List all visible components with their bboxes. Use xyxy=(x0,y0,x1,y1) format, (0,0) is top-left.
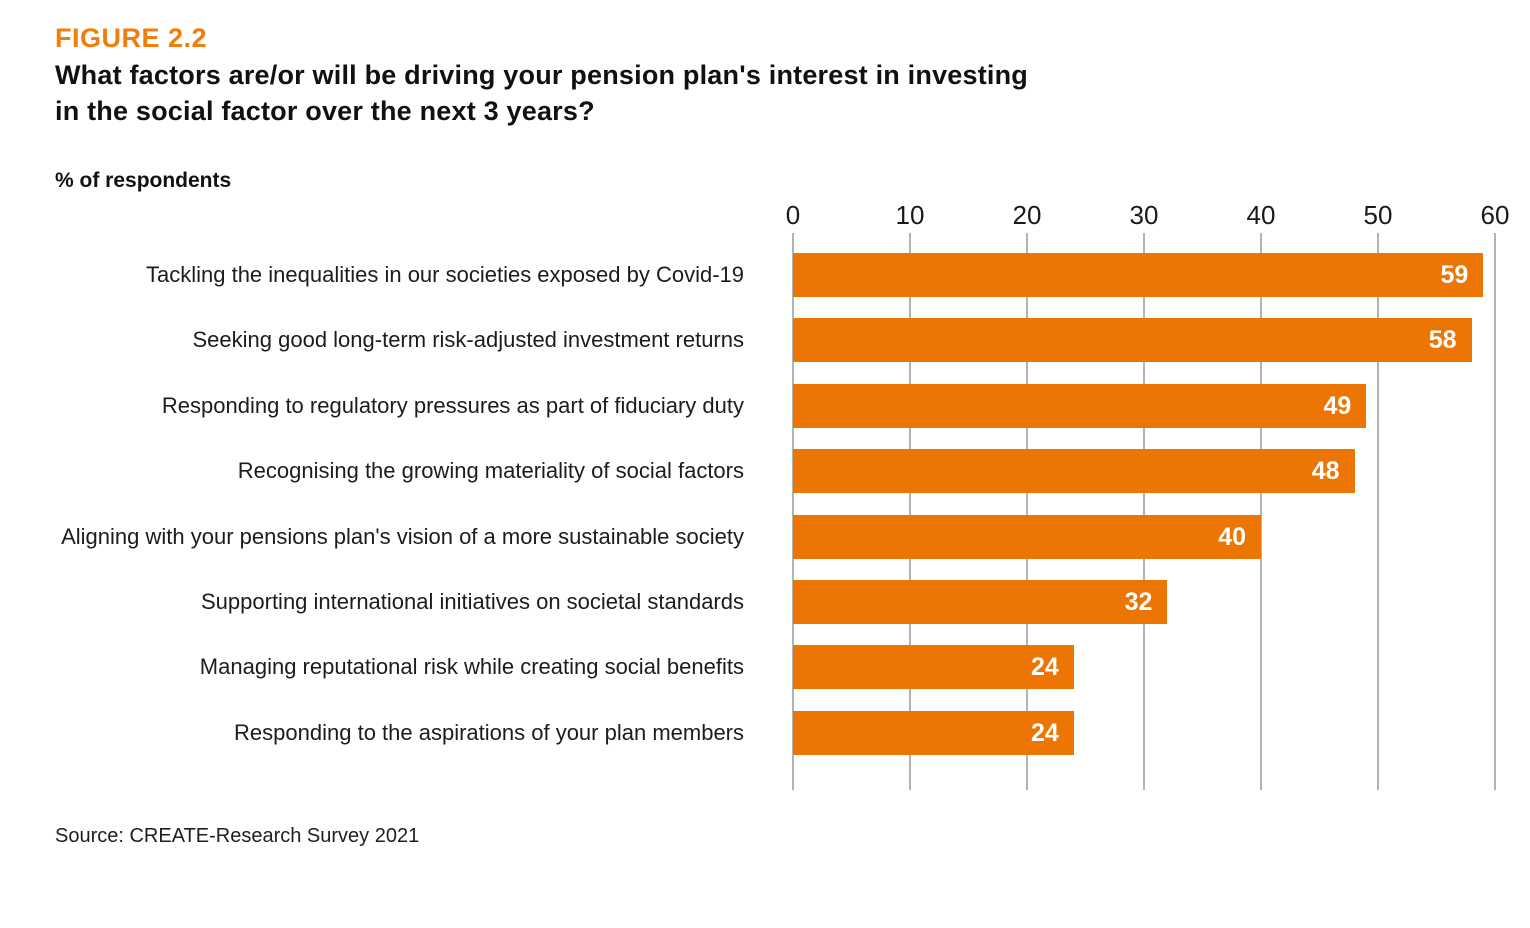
gridline xyxy=(1143,233,1145,790)
x-tick-label: 20 xyxy=(1012,200,1042,230)
bar: 24 xyxy=(793,711,1074,755)
category-label: Tackling the inequalities in our societi… xyxy=(145,262,744,287)
gridline xyxy=(792,233,794,790)
gridline xyxy=(1026,233,1028,790)
bar: 48 xyxy=(793,449,1355,493)
category-label: Recognising the growing materiality of s… xyxy=(237,458,744,483)
category-label: Managing reputational risk while creatin… xyxy=(199,654,744,679)
bar: 59 xyxy=(793,253,1484,297)
x-tick-label: 60 xyxy=(1480,200,1510,230)
bar: 40 xyxy=(793,515,1261,559)
category-label: Responding to the aspirations of your pl… xyxy=(234,720,744,745)
category-label: Seeking good long-term risk-adjusted inv… xyxy=(192,327,745,352)
figure-title-line-1: What factors are/or will be driving your… xyxy=(55,60,1028,90)
category-label: Aligning with your pensions plan's visio… xyxy=(61,524,744,549)
gridline xyxy=(909,233,911,790)
bar-value-label: 49 xyxy=(1323,392,1352,420)
bar-value-label: 24 xyxy=(1030,653,1059,681)
bar: 49 xyxy=(793,384,1367,428)
x-tick-label: 40 xyxy=(1246,200,1276,230)
gridline xyxy=(1260,233,1262,790)
bar-value-label: 32 xyxy=(1124,588,1153,616)
x-tick-label: 50 xyxy=(1363,200,1393,230)
bar-value-label: 24 xyxy=(1030,719,1059,747)
x-tick-label: 0 xyxy=(785,200,801,230)
bar-value-label: 58 xyxy=(1428,326,1457,354)
gridline xyxy=(1377,233,1379,790)
category-label: Responding to regulatory pressures as pa… xyxy=(161,393,744,418)
source-note: Source: CREATE-Research Survey 2021 xyxy=(55,825,420,847)
figure-title: What factors are/or will be driving your… xyxy=(55,57,1028,129)
axis-unit-label: % of respondents xyxy=(55,169,232,192)
bar: 58 xyxy=(793,318,1472,362)
bar-value-label: 40 xyxy=(1218,523,1246,551)
category-label: Supporting international initiatives on … xyxy=(201,589,744,614)
figure-number-label: FIGURE 2.2 xyxy=(55,23,208,53)
x-tick-label: 10 xyxy=(895,200,925,230)
bar-value-label: 48 xyxy=(1311,457,1340,485)
gridline xyxy=(1494,233,1496,790)
bar-value-label: 59 xyxy=(1440,261,1469,289)
x-tick-label: 30 xyxy=(1129,200,1159,230)
figure-title-line-2: in the social factor over the next 3 yea… xyxy=(55,96,595,126)
bar: 24 xyxy=(793,645,1074,689)
bar: 32 xyxy=(793,580,1168,624)
